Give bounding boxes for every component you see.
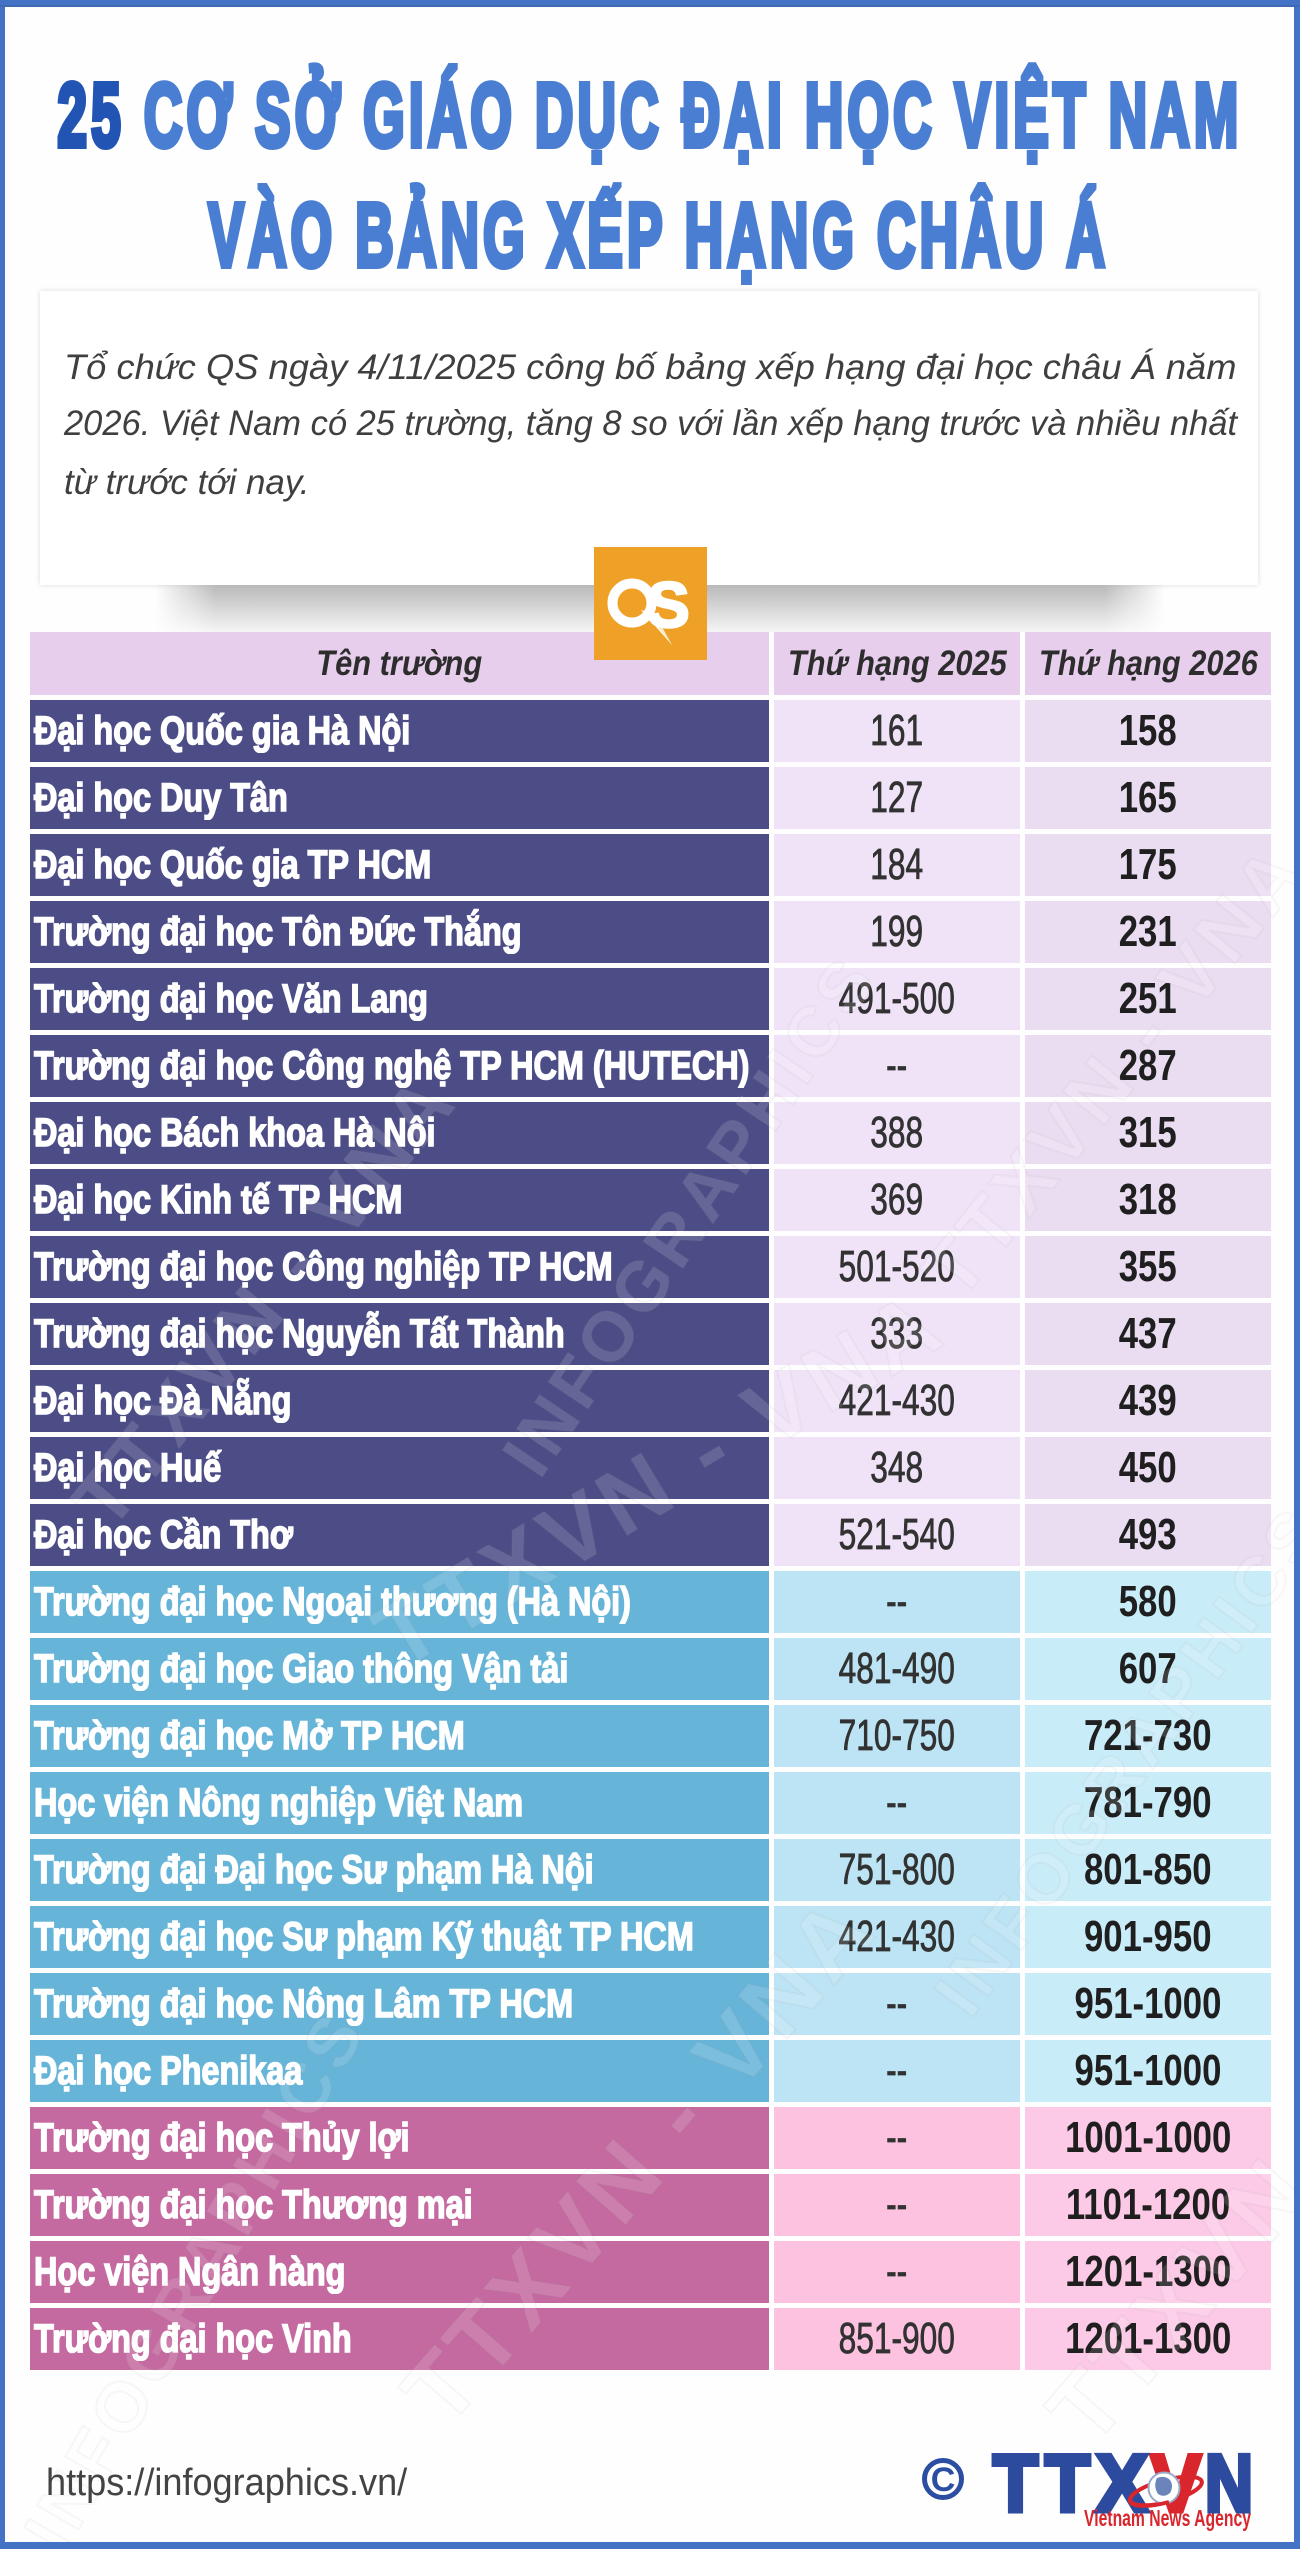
svg-text:X: X	[1096, 2445, 1148, 2529]
svg-text:Vietnam News Agency: Vietnam News Agency	[1084, 2505, 1251, 2531]
svg-text:C: C	[931, 2461, 956, 2499]
svg-text:T: T	[993, 2445, 1038, 2529]
svg-text:S: S	[647, 569, 690, 641]
svg-text:N: N	[1205, 2445, 1253, 2529]
svg-text:T: T	[1045, 2445, 1090, 2529]
